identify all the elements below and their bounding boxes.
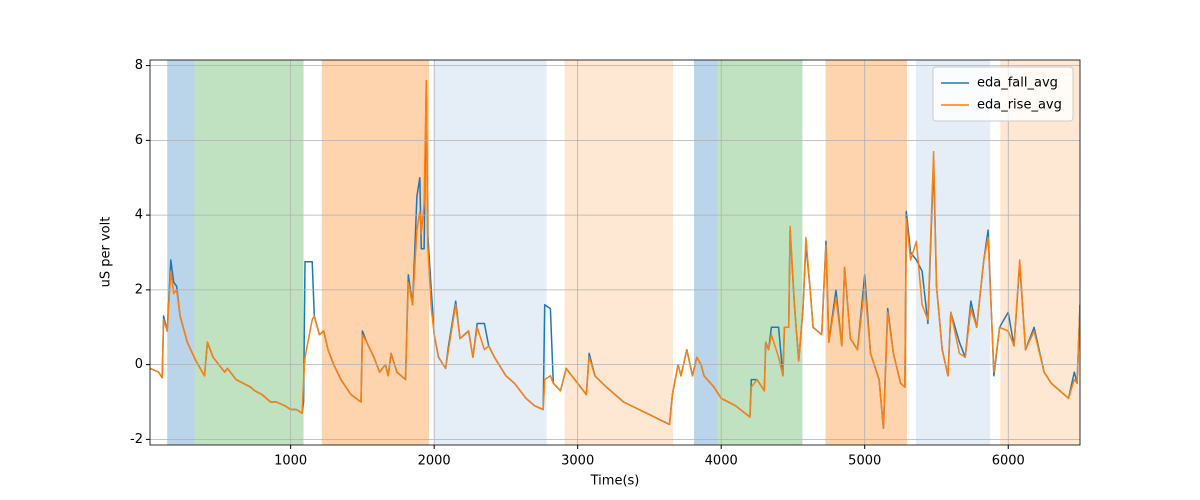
x-tick-label: 2000 — [418, 454, 451, 469]
shaded-span — [915, 60, 991, 445]
shaded-span — [194, 60, 304, 445]
series-line — [150, 79, 1080, 429]
legend-label: eda_rise_avg — [977, 98, 1062, 113]
y-tick-label: 2 — [135, 282, 143, 297]
shaded-span — [321, 60, 430, 445]
shaded-span — [434, 60, 547, 445]
axes-frame — [149, 59, 1081, 446]
y-tick-label: 8 — [135, 58, 143, 73]
shaded-span — [167, 60, 195, 445]
y-tick-label: 6 — [135, 133, 143, 148]
y-tick-label: 4 — [135, 208, 143, 223]
y-tick-label: 0 — [135, 357, 143, 372]
x-tick-label: 6000 — [992, 454, 1025, 469]
legend-label: eda_fall_avg — [977, 76, 1058, 91]
shaded-span — [825, 60, 907, 445]
x-axis-label: Time(s) — [590, 474, 640, 489]
shaded-span — [1000, 60, 1080, 445]
plot-area — [150, 60, 1080, 445]
x-tick-label: 1000 — [274, 454, 307, 469]
shaded-span — [694, 60, 719, 445]
x-tick-label: 3000 — [561, 454, 594, 469]
x-tick-label: 5000 — [848, 454, 881, 469]
shaded-span — [718, 60, 803, 445]
shaded-span — [564, 60, 673, 445]
y-tick-label: -2 — [130, 432, 143, 447]
legend-box — [932, 66, 1074, 122]
y-axis-label: uS per volt — [99, 217, 114, 288]
x-tick-label: 4000 — [705, 454, 738, 469]
